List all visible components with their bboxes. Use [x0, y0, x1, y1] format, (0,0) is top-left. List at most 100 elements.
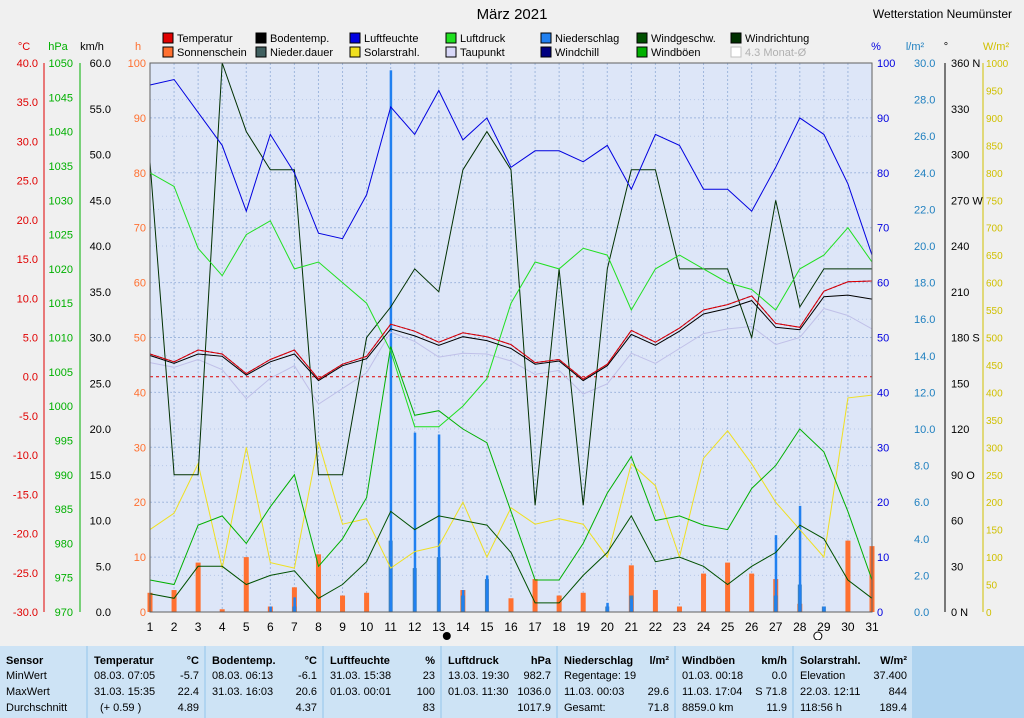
axis-pressure-tick: 1035: [49, 161, 73, 173]
sunshine-bar: [315, 554, 321, 612]
x-axis: 1 2 3 4 5 6 7 8 9 10 11 12 13 14 15 16 17 18 19 20 21 22 23 24 2…: [147, 620, 879, 634]
axis-direction-tick: 300: [951, 150, 969, 162]
x-tick-label: 5: [243, 620, 250, 634]
axis-wind-tick: 10.0: [90, 516, 111, 528]
x-tick-label: 29: [817, 620, 831, 634]
axis-direction-tick: 210: [951, 287, 969, 299]
sunshine-bar: [845, 540, 851, 612]
sunshine-bar: [340, 595, 346, 612]
precipitation-bar: [485, 575, 489, 612]
axis-pressure-tick: 1050: [49, 58, 73, 70]
axis-rain-tick: 2.0: [914, 570, 929, 582]
precipitation-bar: [606, 602, 609, 612]
legend-label: Niederschlag: [555, 33, 619, 45]
axis-pressure-tick: 1025: [49, 230, 73, 242]
axis-pressure-tick: 1020: [49, 264, 73, 276]
axis-sun-tick: 40: [134, 387, 146, 399]
axis-solar-tick: 0: [986, 608, 992, 619]
x-tick-label: 23: [673, 620, 687, 634]
stats-gust-col: Windböen km/h 01.03. 00:18 0.0 11.03. 17:0…: [676, 646, 792, 718]
precipitation-bar: [437, 434, 441, 612]
axis-rain-tick: 16.0: [914, 314, 935, 326]
line-temperatur: [149, 280, 873, 380]
legend-label: Windgeschw.: [651, 33, 716, 45]
x-tick-label: 18: [552, 620, 566, 634]
line-windgeschw: [149, 510, 873, 604]
x-tick-label: 24: [697, 620, 711, 634]
stats-rain-col: Niederschlag l/m² Regentage: 19 11.03. 00…: [558, 646, 674, 718]
axis-temp-tick: 25.0: [17, 176, 38, 188]
axis-humidity-tick: 60: [877, 278, 889, 290]
x-tick-label: 25: [721, 620, 735, 634]
axis-direction-tick: 330: [951, 104, 969, 116]
axis-pressure-tick: 990: [55, 470, 73, 482]
axis-humidity-tick: 50: [877, 333, 889, 345]
legend-label: Bodentemp.: [270, 33, 329, 45]
precipitation-bar: [774, 535, 778, 612]
x-tick-label: 31: [865, 620, 879, 634]
axis-sun-tick: 10: [134, 552, 146, 564]
x-tick-label: 17: [528, 620, 542, 634]
legend-label: Windrichtung: [745, 33, 809, 45]
axis-temp: 40.0 35.0 30.0 25.0 20.0 15.0 10.0 5.0 0.0 -5.0 -1…: [13, 58, 38, 619]
sunshine-bar: [508, 598, 514, 612]
axis-wind-tick: 5.0: [96, 561, 111, 573]
axis-humidity-tick: 40: [877, 387, 889, 399]
axis-solar-tick: 750: [986, 196, 1003, 207]
sunshine-bar: [749, 573, 755, 612]
axis-wind-tick: 30.0: [90, 333, 111, 345]
sunshine-bar: [701, 573, 707, 612]
x-tick-label: 26: [745, 620, 759, 634]
axis-humidity-tick: 100: [877, 58, 895, 70]
axis-units: °C hPa km/h h% l/m² ° W/m²: [18, 41, 1010, 53]
x-tick-label: 21: [625, 620, 639, 634]
legend-swatch: [162, 32, 174, 44]
axis-sun-tick: 90: [134, 113, 146, 125]
new-moon-icon: [442, 632, 451, 640]
axis-direction-tick: 0 N: [951, 607, 968, 619]
axis-direction-tick: 120: [951, 424, 969, 436]
sunshine-bar: [652, 590, 658, 612]
axis-rain-tick: 18.0: [914, 278, 935, 290]
axis-humidity-tick: 20: [877, 497, 889, 509]
axis-solar-tick: 650: [986, 251, 1003, 262]
axis-solar-tick: 450: [986, 361, 1003, 372]
legend-swatch: [636, 46, 648, 58]
sunshine-bar: [195, 562, 201, 612]
axis-unit-humidity: %: [871, 41, 881, 53]
axis-solar-tick: 400: [986, 388, 1003, 399]
line-solarstrahl: [149, 394, 873, 569]
legend-label: 4.3 Monat-Ø: [745, 47, 807, 59]
legend-label: Luftfeuchte: [364, 33, 418, 45]
axis-pressure-tick: 1010: [49, 333, 73, 345]
legend-swatch: [730, 32, 742, 44]
axis-temp-tick: 0.0: [23, 372, 38, 384]
plot-frame: [149, 62, 873, 613]
x-tick-label: 13: [432, 620, 446, 634]
axis-wind-tick: 45.0: [90, 195, 111, 207]
x-tick-label: 2: [171, 620, 178, 634]
axis-solar-tick: 300: [986, 443, 1003, 454]
sunshine-bar: [580, 592, 586, 612]
axis-direction-tick: 180 S: [951, 333, 980, 345]
axis-solar-tick: 50: [986, 581, 998, 592]
axis-pressure-tick: 1045: [49, 92, 73, 104]
axis-direction-tick: 90 O: [951, 470, 975, 482]
axis-sun-tick: 70: [134, 223, 146, 235]
sunshine-bar: [725, 562, 731, 612]
precipitation-bar: [630, 599, 633, 612]
legend-label: Luftdruck: [460, 33, 506, 45]
axis-solar-tick: 600: [986, 279, 1003, 290]
axis-solar-tick: 500: [986, 334, 1003, 345]
axis-solar-tick: 200: [986, 498, 1003, 509]
axis-temp-tick: 15.0: [17, 254, 38, 266]
axis-rain-tick: 4.0: [914, 534, 929, 546]
axis-unit-pressure: hPa: [48, 41, 68, 53]
axis-rain-tick: 20.0: [914, 241, 935, 253]
axis-solar-tick: 1000: [986, 59, 1009, 70]
axis-wind-tick: 20.0: [90, 424, 111, 436]
sunshine-bar: [532, 579, 538, 612]
axis-solar-tick: 700: [986, 224, 1003, 235]
legend-swatch: [349, 46, 361, 58]
legend-label: Nieder.dauer: [270, 47, 333, 59]
